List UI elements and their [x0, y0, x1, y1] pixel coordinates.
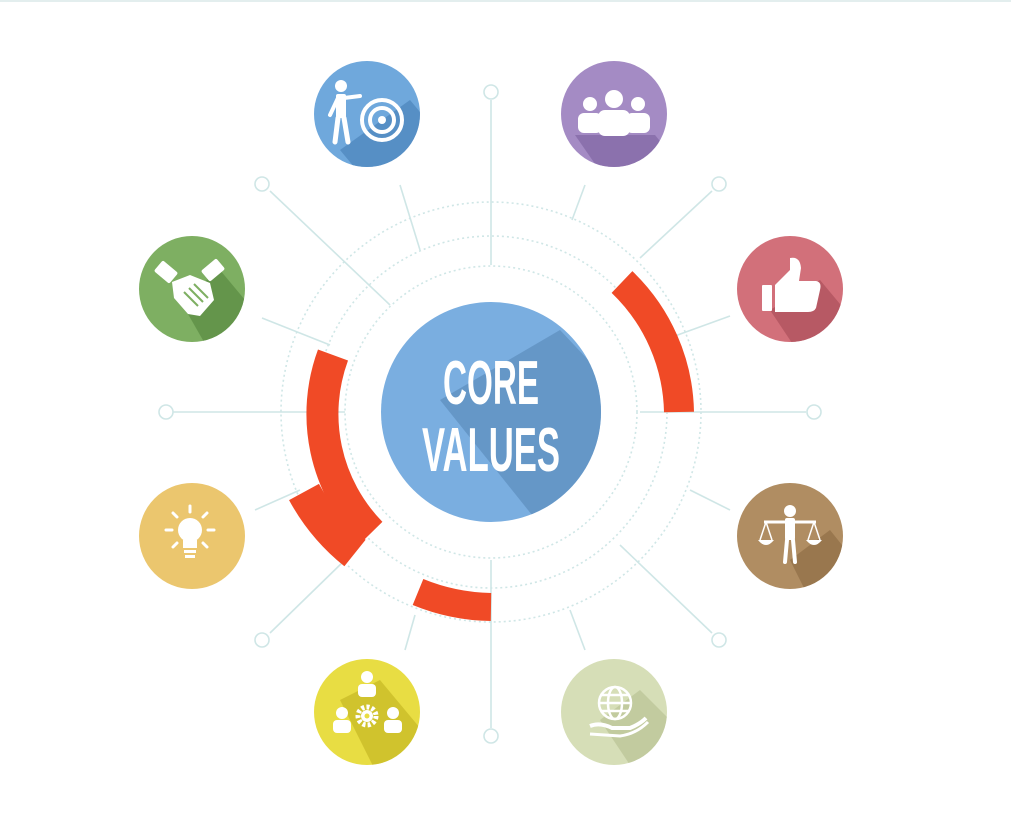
scales-icon	[758, 505, 822, 564]
stem-collab	[404, 614, 416, 651]
accent-arc-left-lower	[289, 483, 366, 567]
stem-team	[571, 184, 586, 221]
spoke-top-left	[269, 190, 391, 306]
target-icon	[328, 80, 404, 145]
endpoint-top-left	[254, 176, 270, 192]
stem-target	[399, 184, 421, 251]
value-node-target	[314, 61, 420, 167]
endpoint-bottom-right	[711, 632, 727, 648]
core-title-line2: VALUES	[422, 416, 560, 485]
handshake-icon	[154, 259, 225, 316]
core-dotted-ring	[344, 265, 638, 559]
value-node-like	[737, 236, 843, 342]
core-values-center: CORE VALUES	[381, 302, 601, 522]
value-node-partnership	[139, 236, 245, 342]
accent-arc-right	[611, 271, 694, 413]
value-node-global	[561, 659, 667, 765]
thumbs-up-icon	[762, 257, 821, 312]
value-node-team	[561, 61, 667, 167]
spoke-top-right	[639, 190, 713, 259]
value-node-idea	[139, 483, 245, 589]
stem-global	[569, 609, 586, 651]
accent-arc-bottom	[412, 578, 492, 621]
lightbulb-icon	[164, 504, 216, 558]
endpoint-top-right	[711, 176, 727, 192]
spoke-bottom-left	[269, 559, 346, 634]
gear-team-icon	[333, 671, 402, 733]
stem-partner	[261, 317, 331, 346]
core-title-line1: CORE	[443, 349, 539, 418]
endpoint-top	[483, 84, 499, 100]
accent-arcs	[289, 271, 694, 621]
top-border	[0, 0, 1011, 2]
globe-hand-icon	[589, 685, 650, 738]
team-icon	[578, 90, 650, 136]
accent-arc-left-upper	[306, 349, 383, 545]
endpoint-right	[806, 404, 822, 420]
spoke-bottom-right	[619, 544, 713, 634]
stem-justice	[689, 489, 731, 511]
value-node-collaboration	[314, 659, 420, 765]
value-node-justice	[737, 483, 843, 589]
endpoint-bottom	[483, 728, 499, 744]
stem-idea	[254, 489, 301, 511]
connector-endpoints	[158, 84, 822, 744]
endpoint-bottom-left	[254, 632, 270, 648]
endpoint-left	[158, 404, 174, 420]
